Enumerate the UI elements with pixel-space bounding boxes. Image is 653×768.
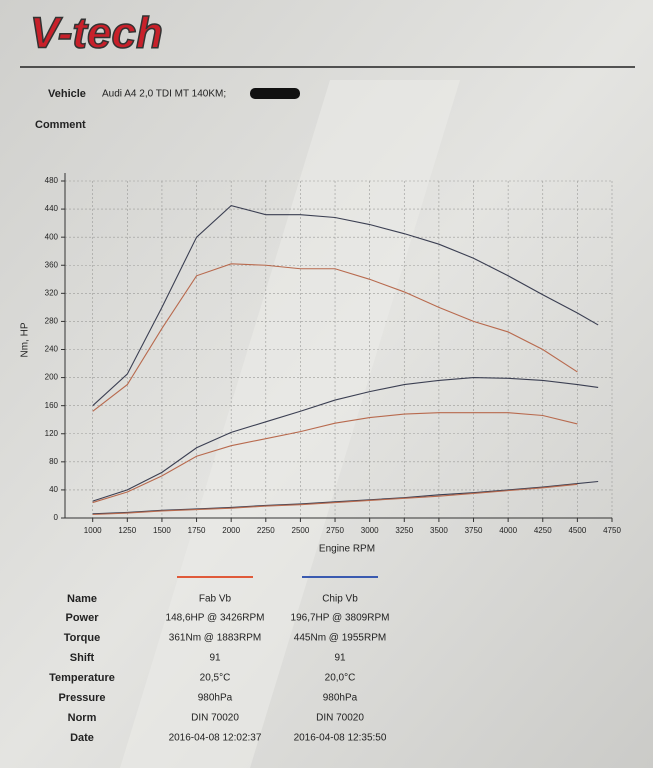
table-header: Name bbox=[67, 593, 97, 605]
x-tick-label: 1000 bbox=[84, 526, 102, 535]
cell: 196,7HP @ 3809RPM bbox=[291, 613, 390, 624]
y-tick-label: 160 bbox=[45, 401, 59, 410]
cell: 445Nm @ 1955RPM bbox=[294, 633, 386, 644]
table-header: Fab Vb bbox=[199, 594, 232, 605]
x-tick-label: 3500 bbox=[430, 526, 448, 535]
y-tick-label: 360 bbox=[45, 260, 59, 269]
series-line bbox=[92, 483, 578, 516]
y-tick-label: 400 bbox=[45, 232, 59, 241]
cell: 2016-04-08 12:02:37 bbox=[169, 733, 262, 744]
x-tick-label: 1750 bbox=[188, 526, 206, 535]
row-label: Date bbox=[70, 732, 94, 744]
row-label: Pressure bbox=[58, 692, 105, 704]
x-tick-label: 4250 bbox=[534, 526, 552, 535]
x-tick-label: 2000 bbox=[222, 526, 240, 535]
y-tick-label: 80 bbox=[49, 457, 58, 466]
comment-label: Comment bbox=[35, 119, 86, 131]
row-label: Norm bbox=[68, 712, 97, 724]
x-tick-label: 4750 bbox=[603, 526, 621, 535]
x-tick-label: 1500 bbox=[153, 526, 171, 535]
x-tick-label: 3250 bbox=[395, 526, 413, 535]
vehicle-value: Audi A4 2,0 TDI MT 140KM; bbox=[102, 89, 226, 100]
cell: 20,0°C bbox=[325, 673, 356, 684]
y-tick-label: 200 bbox=[45, 373, 59, 382]
cell: 91 bbox=[334, 653, 346, 664]
x-tick-label: 3000 bbox=[361, 526, 379, 535]
series-line bbox=[92, 204, 599, 407]
y-tick-label: 280 bbox=[45, 317, 59, 326]
row-label: Temperature bbox=[49, 672, 115, 684]
y-tick-label: 480 bbox=[45, 176, 59, 185]
y-tick-label: 440 bbox=[45, 204, 59, 213]
x-tick-label: 3750 bbox=[465, 526, 483, 535]
row-label: Torque bbox=[64, 632, 100, 644]
cell: 2016-04-08 12:35:50 bbox=[294, 733, 387, 744]
x-axis-label: Engine RPM bbox=[319, 544, 375, 555]
table-header: Chip Vb bbox=[322, 594, 358, 605]
y-axis-label: Nm, HP bbox=[20, 322, 31, 357]
series-line bbox=[92, 480, 599, 515]
series-line bbox=[92, 377, 599, 502]
watermark bbox=[120, 80, 460, 768]
x-tick-label: 4500 bbox=[568, 526, 586, 535]
row-label: Shift bbox=[70, 652, 95, 664]
cell: DIN 70020 bbox=[191, 713, 239, 724]
y-tick-label: 40 bbox=[49, 485, 58, 494]
x-tick-label: 2500 bbox=[292, 526, 310, 535]
redaction bbox=[250, 88, 300, 99]
y-tick-label: 0 bbox=[54, 513, 59, 522]
x-tick-label: 2250 bbox=[257, 526, 275, 535]
y-tick-label: 240 bbox=[45, 345, 59, 354]
series-line bbox=[92, 412, 578, 504]
y-tick-label: 120 bbox=[45, 429, 59, 438]
x-tick-label: 4000 bbox=[499, 526, 517, 535]
y-tick-label: 320 bbox=[45, 288, 59, 297]
cell: 91 bbox=[209, 653, 221, 664]
cell: 980hPa bbox=[323, 693, 358, 704]
cell: 980hPa bbox=[198, 693, 233, 704]
cell: 361Nm @ 1883RPM bbox=[169, 633, 261, 644]
vehicle-label: Vehicle bbox=[48, 88, 86, 100]
series-line bbox=[92, 263, 578, 412]
x-tick-label: 1250 bbox=[118, 526, 136, 535]
cell: 148,6HP @ 3426RPM bbox=[166, 613, 265, 624]
cell: 20,5°C bbox=[200, 673, 231, 684]
cell: DIN 70020 bbox=[316, 713, 364, 724]
x-tick-label: 2750 bbox=[326, 526, 344, 535]
row-label: Power bbox=[65, 612, 99, 624]
logo: V-tech bbox=[30, 9, 163, 58]
